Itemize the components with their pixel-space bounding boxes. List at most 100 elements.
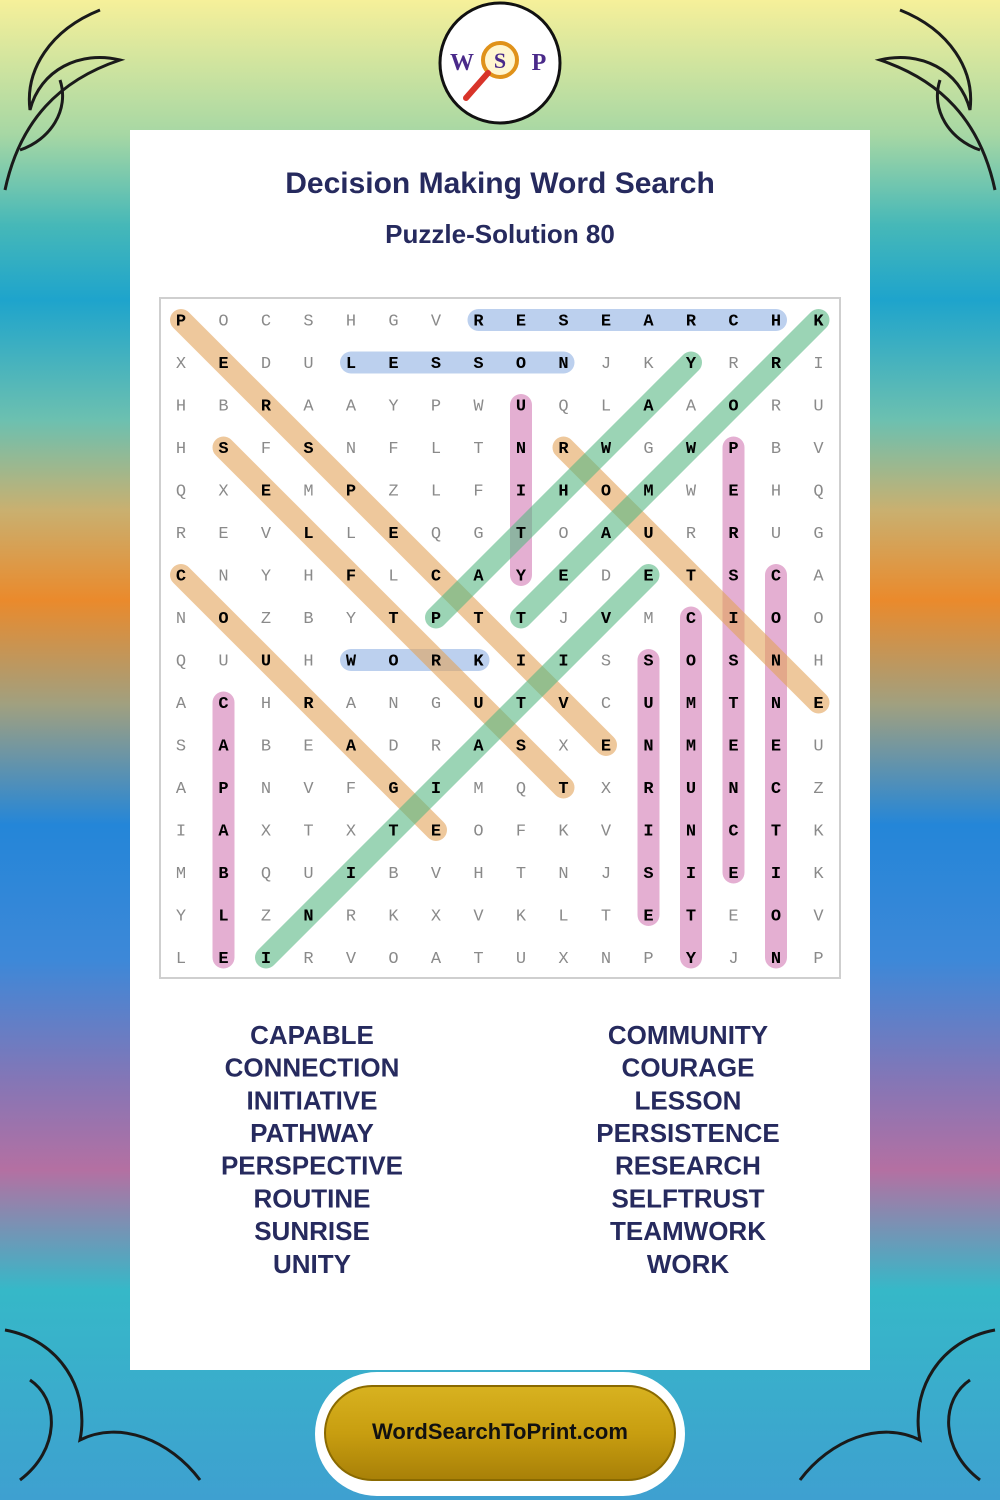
grid-letter: I (346, 865, 356, 884)
grid-letter: U (516, 397, 526, 416)
grid-letter: C (431, 567, 441, 586)
grid-letter: U (516, 950, 526, 969)
grid-letter: M (473, 780, 483, 799)
grid-letter: T (516, 610, 526, 629)
grid-letter: G (388, 312, 398, 331)
grid-letter: R (686, 312, 697, 331)
grid-letter: K (643, 355, 654, 374)
grid-letter: P (176, 312, 186, 331)
answer-highlight (510, 309, 830, 629)
grid-letter: L (558, 907, 568, 926)
grid-letter: D (388, 737, 398, 756)
grid-letter: G (388, 780, 398, 799)
grid-letter: U (813, 737, 823, 756)
grid-letter: R (176, 525, 186, 544)
grid-letter: A (176, 780, 187, 799)
grid-letter: U (218, 652, 228, 671)
grid-letter: X (176, 355, 186, 374)
grid-letter: G (431, 695, 441, 714)
panel (130, 130, 870, 1370)
grid-letter: B (388, 865, 398, 884)
grid-letter: Z (261, 907, 271, 926)
grid-letter: W (473, 397, 484, 416)
grid-letter: F (516, 822, 526, 841)
grid-letter: O (473, 822, 483, 841)
grid-letter: T (388, 610, 398, 629)
grid-letter: C (601, 695, 611, 714)
grid-letter: K (558, 822, 569, 841)
grid-letter: Y (176, 907, 186, 926)
grid-letter: H (771, 482, 781, 501)
grid-letter: L (303, 525, 313, 544)
grid-letter: R (346, 907, 356, 926)
grid-letter: A (218, 822, 229, 841)
grid-letter: R (303, 950, 313, 969)
grid-letter: Z (388, 482, 398, 501)
grid-letter: N (728, 780, 738, 799)
grid-letter: G (643, 440, 653, 459)
grid-letter: O (388, 950, 398, 969)
grid-letter: X (218, 482, 228, 501)
word-list-item: PERSISTENCE (596, 1118, 780, 1148)
grid-letter: A (176, 695, 187, 714)
grid-letter: C (686, 610, 696, 629)
grid-letter: T (771, 822, 781, 841)
grid-letter: F (346, 780, 356, 799)
grid-letter: U (771, 525, 781, 544)
grid-letter: A (601, 525, 612, 544)
grid-letter: H (261, 695, 271, 714)
grid-letter: X (558, 737, 568, 756)
grid-letter: G (813, 525, 823, 544)
footer-button[interactable] (324, 1385, 676, 1481)
grid-letter: A (346, 695, 357, 714)
grid-letter: X (558, 950, 568, 969)
grid-letter: C (218, 695, 228, 714)
grid-letter: E (516, 312, 526, 331)
grid-letter: C (728, 822, 738, 841)
grid-letter: I (813, 355, 823, 374)
grid-letter: Y (388, 397, 398, 416)
grid-letter: G (473, 525, 483, 544)
grid-letter: Q (176, 482, 186, 501)
grid-letter: E (218, 950, 228, 969)
grid-letter: A (346, 397, 357, 416)
grid-letter: B (261, 737, 271, 756)
grid-letter: Y (686, 950, 697, 969)
grid-letter: N (686, 822, 696, 841)
grid-letter: Y (516, 567, 527, 586)
word-list-item: UNITY (273, 1249, 351, 1279)
grid-letter: U (686, 780, 696, 799)
grid-letter: T (601, 907, 611, 926)
grid-letter: N (601, 950, 611, 969)
grid-letter: O (686, 652, 696, 671)
logo-letter: S (494, 48, 506, 73)
grid-letter: L (431, 440, 441, 459)
grid-letter: L (388, 567, 398, 586)
grid-letter: C (176, 567, 186, 586)
grid-letter: T (558, 780, 568, 799)
grid-letter: L (218, 907, 228, 926)
grid-letter: W (346, 652, 357, 671)
grid-letter: M (686, 737, 696, 756)
word-list-item: LESSON (635, 1085, 742, 1115)
logo-handle (463, 70, 491, 101)
grid-letter: H (473, 865, 483, 884)
grid-letter: O (771, 907, 781, 926)
grid-letter: R (473, 312, 484, 331)
grid-letter: E (601, 312, 611, 331)
grid-letter: T (686, 907, 696, 926)
grid-letter: N (558, 355, 568, 374)
grid-letter: R (431, 737, 441, 756)
grid-letter: K (813, 822, 824, 841)
grid-letter: J (601, 355, 611, 374)
grid-letter: J (601, 865, 611, 884)
grid-letter: E (643, 907, 653, 926)
grid-letter: E (643, 567, 653, 586)
grid-letter: U (473, 695, 483, 714)
grid-letter: T (516, 525, 526, 544)
logo-letter: W (450, 50, 474, 76)
grid-letter: R (771, 355, 782, 374)
grid-letter: E (218, 525, 228, 544)
